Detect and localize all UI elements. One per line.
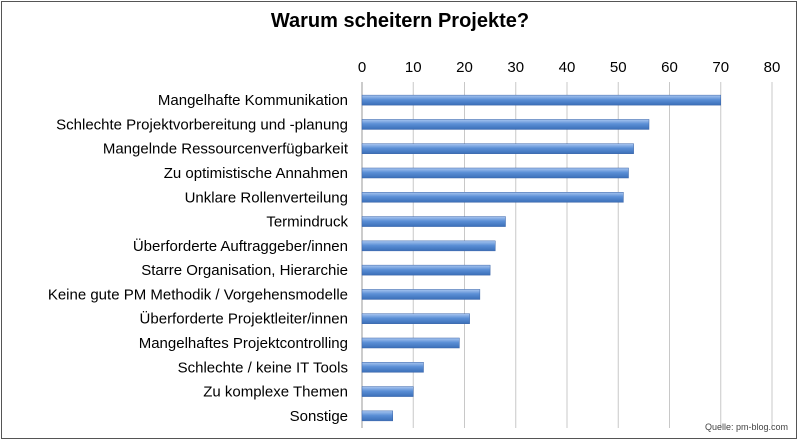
bar: [361, 240, 496, 252]
bar: [361, 143, 634, 154]
category-label: Unklare Rollenverteilung: [185, 189, 348, 206]
x-tick-label: 0: [358, 59, 366, 76]
bars: [361, 94, 721, 422]
bar: [361, 289, 481, 300]
x-tick-label: 50: [610, 59, 627, 76]
bar: [361, 167, 629, 179]
category-label: Keine gute PM Methodik / Vorgehensmodell…: [48, 286, 348, 303]
bar: [361, 410, 393, 422]
category-label: Mangelhaftes Projektcontrolling: [139, 335, 348, 352]
category-label: Mangelhafte Kommunikation: [158, 92, 348, 109]
chart-title: Warum scheitern Projekte?: [270, 10, 530, 32]
bar: [361, 216, 506, 227]
category-label: Schlechte / keine IT Tools: [178, 359, 348, 376]
category-label: Zu komplexe Themen: [203, 384, 348, 401]
x-tick-label: 20: [456, 59, 473, 76]
x-axis-ticks: 0 10 20 30 40 50 60 70 80: [358, 59, 781, 76]
category-label: Starre Organisation, Hierarchie: [141, 262, 348, 279]
bar: [361, 192, 624, 203]
x-tick-label: 70: [712, 59, 729, 76]
bar: [361, 94, 721, 106]
x-tick-label: 60: [661, 59, 678, 76]
bar: [361, 313, 470, 324]
x-tick-label: 40: [559, 59, 576, 76]
category-label: Schlechte Projektvorbereitung und -planu…: [56, 116, 348, 133]
x-tick-label: 30: [507, 59, 524, 76]
x-tick-label: 80: [764, 59, 781, 76]
bar: [361, 264, 491, 276]
source-note: Quelle: pm-blog.com: [704, 422, 788, 432]
bar: [361, 362, 424, 373]
category-label: Mangelnde Ressourcenverfügbarkeit: [103, 141, 349, 158]
grid-lines: [361, 82, 773, 428]
category-label: Zu optimistische Annahmen: [164, 165, 348, 182]
category-label: Termindruck: [266, 214, 348, 231]
bar: [361, 386, 414, 397]
x-tick-label: 10: [405, 59, 422, 76]
bar: [361, 337, 460, 349]
category-label: Überforderte Auftraggeber/innen: [133, 237, 348, 255]
category-label: Sonstige: [290, 408, 348, 425]
category-labels: Mangelhafte Kommunikation Schlechte Proje…: [48, 92, 349, 425]
category-label: Überforderte Projektleiter/innen: [140, 310, 348, 328]
bar: [361, 119, 650, 130]
